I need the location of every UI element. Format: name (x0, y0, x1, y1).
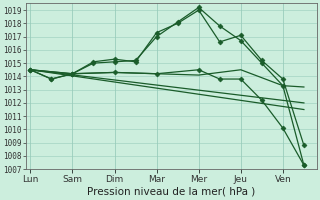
X-axis label: Pression niveau de la mer( hPa ): Pression niveau de la mer( hPa ) (87, 187, 255, 197)
